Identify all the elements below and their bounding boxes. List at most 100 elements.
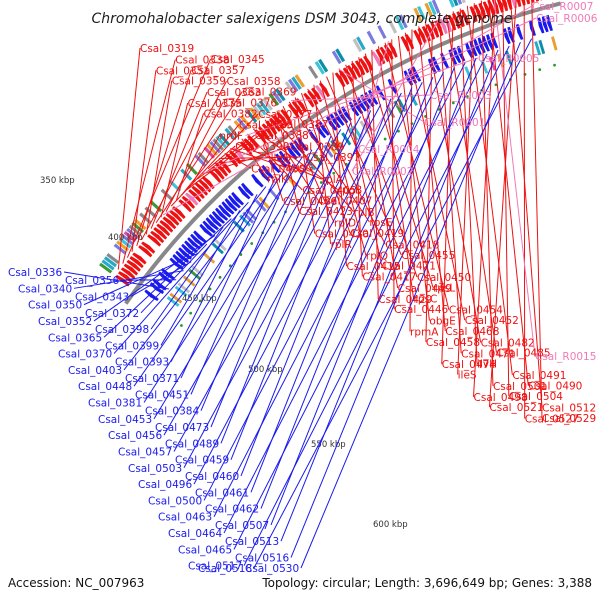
forward-gene-label: Csal_0407 <box>318 195 372 207</box>
gene-category-block <box>174 285 188 297</box>
label-connector-line <box>180 178 276 379</box>
marker-dot <box>319 181 323 184</box>
forward-gene-arrow <box>311 87 323 103</box>
backbone-arc <box>124 1 562 305</box>
reverse-gene-label: Csal_0340 <box>18 283 72 295</box>
forward-gene-arrow <box>358 57 370 74</box>
forward-gene-arrow <box>291 100 304 116</box>
reverse-gene-label: Csal_0530 <box>245 563 299 575</box>
reverse-gene-arrow <box>481 35 490 52</box>
rna-gene-label: Csal_R0005 <box>478 53 539 65</box>
label-connector-line <box>300 92 351 234</box>
label-connector-line <box>73 270 184 289</box>
reverse-gene-arrow <box>515 23 524 40</box>
label-connector-line <box>357 40 390 150</box>
forward-gene-label: Csal_0385 <box>239 120 293 132</box>
label-connector-line <box>155 91 243 224</box>
label-connector-line <box>457 3 475 375</box>
forward-gene-label: Csal_0421 <box>382 261 436 273</box>
forward-gene-label: Csal_0450 <box>417 272 471 284</box>
reverse-gene-label: Csal_0459 <box>175 455 229 467</box>
forward-gene-label: Csal_0418 <box>385 239 439 251</box>
reverse-gene-label: Csal_0384 <box>145 406 199 418</box>
gene-category-block <box>413 7 423 22</box>
reverse-gene-label: Csal_0451 <box>135 389 189 401</box>
label-connector-line <box>258 124 284 202</box>
marker-dot <box>397 129 400 133</box>
marker-dot <box>250 242 254 245</box>
genome-summary-text: Topology: circular; Length: 3,696,649 bp… <box>261 576 592 590</box>
label-connector-line <box>160 102 189 218</box>
gene-category-block <box>377 25 387 39</box>
forward-gene-label: Csal_0454 <box>449 305 503 317</box>
forward-gene-arrow <box>400 36 411 52</box>
gene-category-block <box>366 30 377 45</box>
reverse-gene-label: Csal_0398 <box>95 324 149 336</box>
forward-gene-label: Csal_0419 <box>350 228 404 240</box>
gene-category-block <box>505 50 513 65</box>
forward-gene-label: Csal_0405 <box>302 185 356 197</box>
reverse-gene-arrow <box>341 106 352 122</box>
label-connector-line <box>191 135 220 185</box>
reverse-gene-arrow <box>215 207 229 221</box>
marker-dot <box>383 137 387 141</box>
label-connector-line <box>63 271 169 290</box>
label-connector-line <box>123 186 267 371</box>
reverse-gene-label: Csal_0393 <box>115 357 169 369</box>
gene-category-block <box>284 81 296 95</box>
label-connector-line <box>190 163 294 395</box>
label-connector-line <box>165 102 224 212</box>
forward-gene-label: rplB <box>354 207 375 219</box>
label-connector-line <box>213 156 271 165</box>
gene-category-block <box>232 220 245 233</box>
marker-dot <box>494 83 498 87</box>
reverse-gene-arrow <box>296 136 309 152</box>
label-connector-line <box>207 145 236 170</box>
label-connector-line <box>140 243 208 314</box>
reverse-gene-arrow <box>218 204 232 218</box>
label-connector-line <box>103 218 232 338</box>
rna-gene-label: Csal_R0001 <box>424 117 485 129</box>
reverse-gene-label: Csal_0461 <box>195 487 249 499</box>
reverse-gene-label: Csal_0352 <box>38 316 92 328</box>
label-connector-line <box>264 119 319 201</box>
reverse-gene-arrow <box>251 173 264 188</box>
gene-category-block <box>203 146 216 159</box>
marker-dot <box>451 101 455 105</box>
forward-gene-label: Csal_0452 <box>465 315 519 327</box>
gene-category-block <box>417 5 426 21</box>
forward-gene-arrow <box>178 199 192 213</box>
reverse-gene-arrow <box>181 243 195 257</box>
label-connector-line <box>247 133 303 191</box>
reverse-gene-arrow <box>307 128 320 144</box>
forward-gene-label: rplR <box>331 239 352 251</box>
forward-gene-arrow <box>159 220 174 233</box>
marker-dot <box>332 171 336 175</box>
label-connector-line <box>510 0 543 408</box>
rna-gene-label: Csal_R0006 <box>536 13 598 25</box>
reverse-gene-arrow <box>199 223 213 237</box>
reverse-gene-arrow <box>190 233 204 247</box>
label-connector-line <box>276 110 300 212</box>
reverse-gene-label: Csal_0356 <box>65 275 119 287</box>
forward-gene-label: Csal_0420 <box>315 229 369 241</box>
forward-gene-label: Csal_0389 <box>290 142 344 154</box>
gene-category-block <box>291 76 302 90</box>
forward-gene-arrow <box>162 216 177 230</box>
forward-gene-arrow <box>346 65 358 81</box>
gene-category-block <box>101 259 115 271</box>
forward-gene-label: Csal_0319 <box>140 43 194 55</box>
label-connector-line <box>113 201 249 354</box>
scale-tick-label: 600 kbp <box>373 520 408 530</box>
label-connector-line <box>488 0 517 408</box>
forward-gene-arrow <box>165 213 180 226</box>
forward-gene-label: Csal_0504 <box>509 391 563 403</box>
forward-gene-label: Csal_0474 <box>442 359 496 371</box>
gene-category-block <box>177 282 191 294</box>
reverse-gene-label: Csal_0371 <box>125 373 179 385</box>
label-connector-line <box>224 153 252 169</box>
gene-category-block <box>255 102 267 116</box>
forward-gene-arrow <box>350 62 362 78</box>
reverse-gene-arrow <box>241 182 254 197</box>
forward-gene-arrow <box>261 123 274 138</box>
